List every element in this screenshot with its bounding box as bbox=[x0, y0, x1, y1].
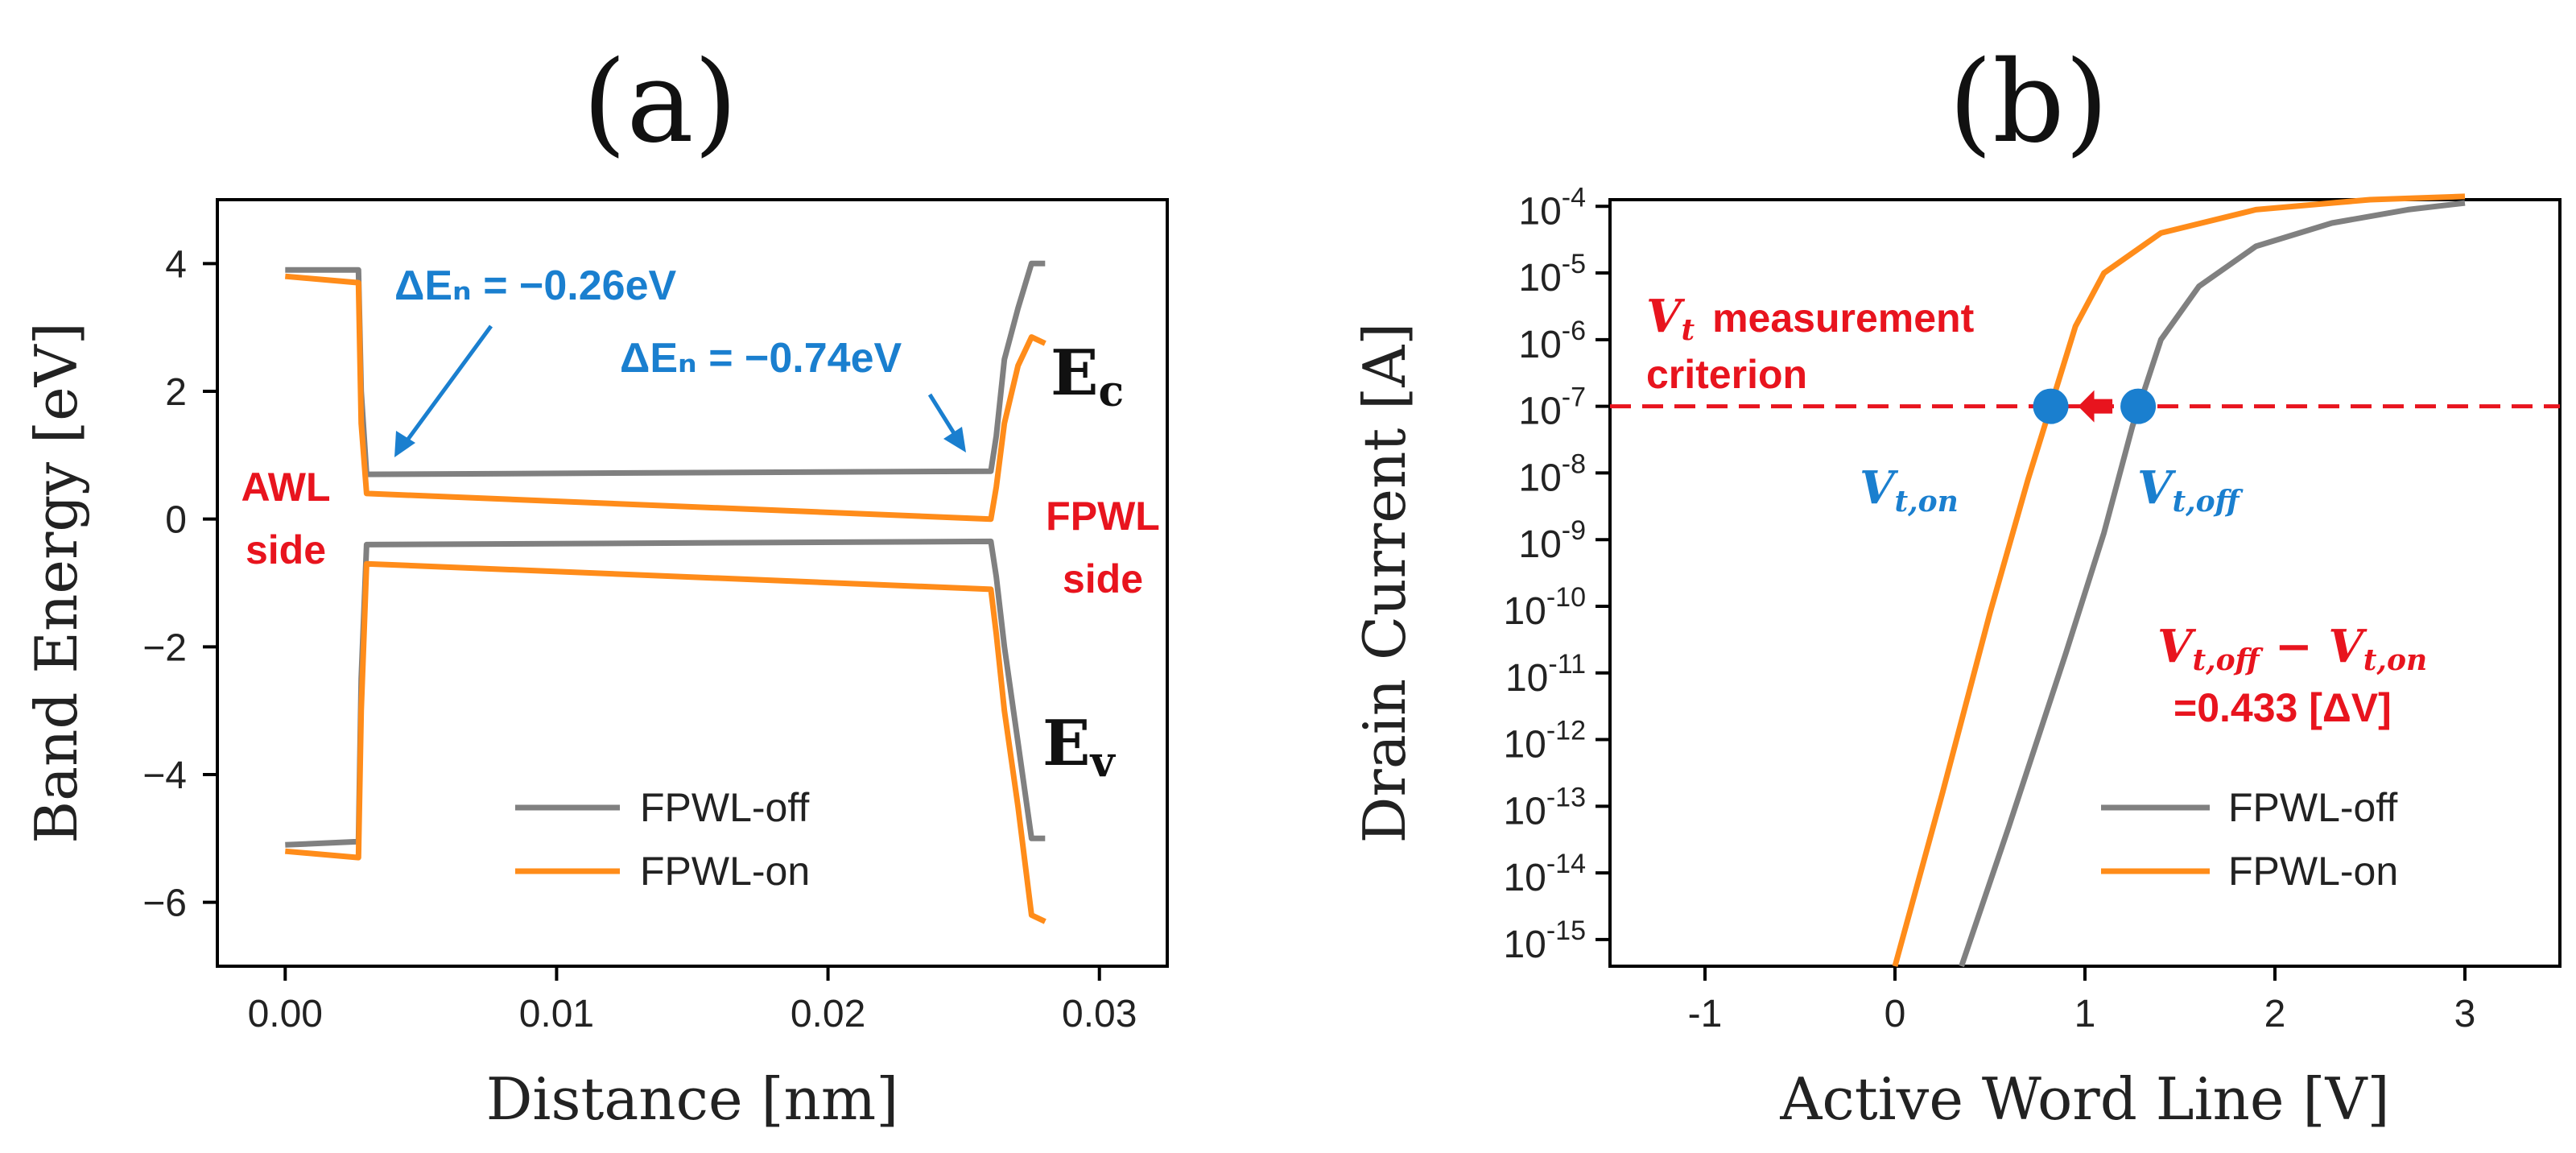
vt-shift-arrow bbox=[2078, 390, 2113, 423]
panel-a-y-tick-label: 2 bbox=[165, 371, 187, 414]
vt-diff-sub2: t,on bbox=[2363, 643, 2427, 677]
vt-diff-minus: − bbox=[2259, 620, 2328, 673]
panel-b-y-tick-label: 10-11 bbox=[1505, 649, 1586, 700]
series-fpwl-on bbox=[1892, 193, 2466, 967]
panel-a-y-tick-label: −6 bbox=[142, 882, 187, 925]
vt-on-marker bbox=[2033, 388, 2069, 424]
ev-band-label: Ev bbox=[1042, 707, 1116, 787]
vt-diff-sub1: t,off bbox=[2192, 643, 2263, 677]
vt-on-label: Vt,on bbox=[1860, 461, 1959, 519]
delta-ec-074-arrowhead bbox=[943, 427, 966, 453]
panel-b-x-tick-label: -1 bbox=[1688, 993, 1723, 1035]
panel-b-x-tick-label: 0 bbox=[1885, 993, 1906, 1035]
panel-b-y-tick-label: 10-10 bbox=[1503, 582, 1586, 633]
fpwl-side-label-2: side bbox=[1063, 556, 1143, 601]
criterion-label-1: Vt measurement bbox=[1646, 290, 1975, 347]
panel-b-y-tick-label: 10-14 bbox=[1503, 849, 1586, 899]
ev-band-main: E bbox=[1042, 707, 1090, 780]
panel-b-y-tick-label: 10-12 bbox=[1503, 716, 1586, 767]
panel-a-x-tick-label: 0.01 bbox=[519, 993, 594, 1035]
panel-a-y-ticks: 4 2 0 −2 −4 −6 bbox=[142, 243, 217, 925]
ec-band-label: Ec bbox=[1051, 337, 1124, 416]
legend-a-label-off: FPWL-off bbox=[640, 785, 809, 830]
series-fpwl-on-ec bbox=[284, 273, 1046, 523]
vt-on-main: V bbox=[1860, 461, 1899, 515]
panel-a: (a) 0.00 0.01 0.02 0.03 4 2 0 −2 −4 −6 Distance … bbox=[23, 37, 1169, 1133]
panel-b-x-tick-label: 1 bbox=[2074, 993, 2096, 1035]
panel-a-label: (a) bbox=[583, 37, 738, 168]
criterion-var-sub: t bbox=[1681, 313, 1695, 347]
panel-a-series bbox=[284, 260, 1046, 924]
panel-b: (b) -1 0 1 2 3 10-4 10-5 10-6 10-7 10-8 10-9 10-10… bbox=[1351, 37, 2562, 1133]
awl-side-label-1: AWL bbox=[241, 465, 330, 510]
panel-b-series bbox=[1892, 193, 2466, 968]
panel-a-y-tick-label: 4 bbox=[165, 243, 187, 286]
panel-b-x-axis-title: Active Word Line [V] bbox=[1779, 1065, 2389, 1133]
delta-ec-074-arrow bbox=[927, 393, 956, 435]
vt-diff-label: Vt,off − Vt,on bbox=[2157, 620, 2427, 677]
panel-a-y-tick-label: −2 bbox=[142, 626, 187, 669]
legend-b-label-on: FPWL-on bbox=[2228, 849, 2398, 894]
legend-b-label-off: FPWL-off bbox=[2228, 785, 2397, 830]
panel-b-y-ticks: 10-4 10-5 10-6 10-7 10-8 10-9 10-10 10-11 10-12 1… bbox=[1503, 182, 1610, 966]
panel-b-label: (b) bbox=[1949, 37, 2109, 168]
ec-band-sub: c bbox=[1098, 367, 1124, 416]
panel-b-x-ticks: -1 0 1 2 3 bbox=[1688, 966, 2476, 1035]
panel-a-plot-frame bbox=[216, 198, 1169, 968]
fpwl-side-label-1: FPWL bbox=[1046, 494, 1160, 539]
panel-b-y-axis-title: Drain Current [A] bbox=[1351, 323, 1418, 844]
delta-ec-074-text: ΔEₙ = −0.74eV bbox=[620, 335, 902, 382]
vt-off-main: V bbox=[2137, 461, 2177, 515]
panel-b-y-tick-label: 10-8 bbox=[1518, 448, 1586, 499]
panel-b-y-tick-label: 10-15 bbox=[1503, 915, 1586, 966]
ec-band-main: E bbox=[1051, 337, 1098, 410]
panel-b-y-tick-label: 10-4 bbox=[1518, 182, 1586, 233]
vt-off-label: Vt,off bbox=[2137, 461, 2244, 519]
awl-side-label-2: side bbox=[246, 527, 326, 572]
panel-b-x-tick-label: 2 bbox=[2264, 993, 2286, 1035]
vt-off-sub: t,off bbox=[2172, 485, 2243, 519]
delta-ec-026-label: ΔEₙ = −0.26eV bbox=[394, 262, 677, 309]
criterion-text-1: measurement bbox=[1712, 295, 1974, 341]
delta-ec-026-text: ΔEₙ = −0.26eV bbox=[394, 262, 677, 309]
panel-b-legend: FPWL-off FPWL-on bbox=[2101, 785, 2398, 894]
panel-a-y-tick-label: 0 bbox=[165, 499, 187, 542]
panel-a-y-axis-title: Band Energy [eV] bbox=[23, 322, 90, 844]
criterion-label-2: criterion bbox=[1646, 352, 1807, 397]
vt-diff-value: =0.433 [ΔV] bbox=[2174, 685, 2392, 730]
panel-a-x-ticks: 0.00 0.01 0.02 0.03 bbox=[248, 966, 1137, 1035]
panel-a-x-tick-label: 0.03 bbox=[1062, 993, 1137, 1035]
vt-off-marker bbox=[2120, 388, 2157, 424]
vt-diff-main1: V bbox=[2157, 620, 2197, 673]
panel-a-x-tick-label: 0.02 bbox=[791, 993, 865, 1035]
panel-a-y-tick-label: −4 bbox=[142, 754, 187, 797]
series-fpwl-off bbox=[1959, 200, 2466, 968]
panel-b-y-tick-label: 10-7 bbox=[1518, 382, 1586, 433]
panel-a-x-axis-title: Distance [nm] bbox=[486, 1065, 899, 1133]
panel-b-y-tick-label: 10-6 bbox=[1518, 316, 1586, 366]
panel-a-x-tick-label: 0.00 bbox=[248, 993, 323, 1035]
vt-diff-main2: V bbox=[2328, 620, 2368, 673]
ev-band-sub: v bbox=[1089, 738, 1116, 787]
criterion-var: V bbox=[1646, 290, 1686, 343]
delta-ec-074-label: ΔEₙ = −0.74eV bbox=[620, 335, 902, 382]
vt-on-sub: t,on bbox=[1894, 485, 1958, 519]
delta-ec-026-arrow bbox=[404, 324, 493, 443]
panel-b-y-tick-label: 10-13 bbox=[1503, 782, 1586, 833]
panel-b-x-tick-label: 3 bbox=[2454, 993, 2476, 1035]
panel-b-y-tick-label: 10-9 bbox=[1518, 515, 1586, 566]
delta-ec-026-arrowhead bbox=[394, 431, 415, 457]
panel-a-legend: FPWL-off FPWL-on bbox=[515, 785, 810, 894]
legend-a-label-on: FPWL-on bbox=[640, 849, 810, 894]
series-fpwl-on-ev bbox=[284, 560, 1046, 924]
panel-b-y-tick-label: 10-5 bbox=[1518, 249, 1586, 300]
